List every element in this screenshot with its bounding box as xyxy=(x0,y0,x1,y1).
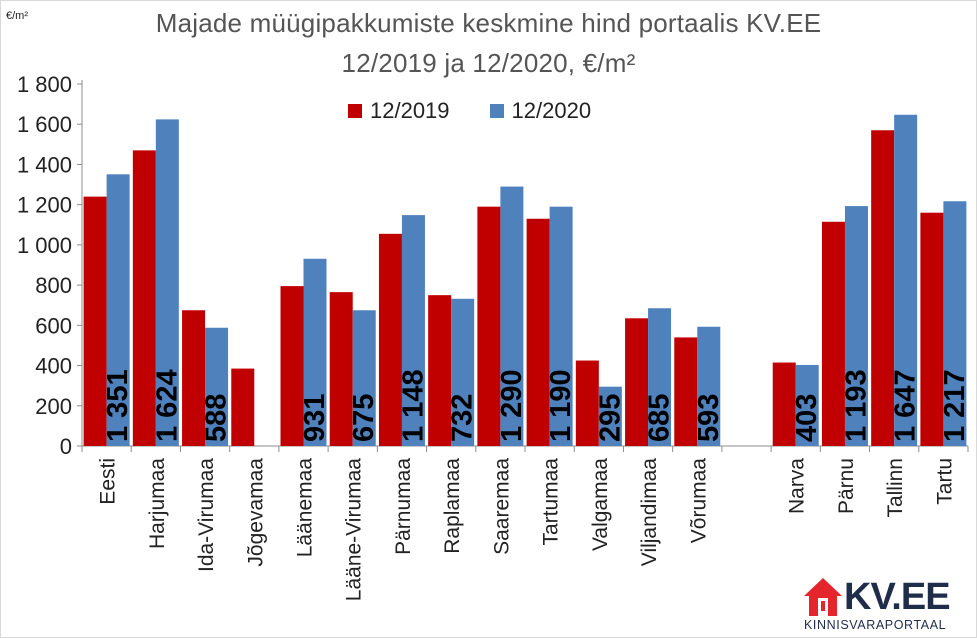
legend: 12/2019 12/2020 xyxy=(348,98,591,124)
y-tick-label: 0 xyxy=(60,434,72,459)
data-label-2020: 1 217 xyxy=(939,369,971,442)
bar-2019 xyxy=(772,362,796,446)
bar-2019 xyxy=(477,206,501,446)
data-label-2020: 1 148 xyxy=(397,369,429,442)
data-label-2020: 593 xyxy=(693,394,725,442)
bar-2019 xyxy=(625,318,649,446)
bar-2019 xyxy=(132,150,156,446)
bar-2019 xyxy=(674,337,698,446)
x-tick-label: Tartu xyxy=(933,458,956,505)
x-tick-label: Pärnumaa xyxy=(392,458,415,555)
bar-2020 xyxy=(943,201,967,446)
data-label-2020: 1 647 xyxy=(890,369,922,442)
x-tick-label: Viljandimaa xyxy=(638,458,661,566)
chart-title-line2: 12/2019 ja 12/2020, €/m² xyxy=(341,48,636,78)
bar-2019 xyxy=(182,310,206,446)
y-tick-label: 1 400 xyxy=(17,152,72,177)
x-tick-label: Narva xyxy=(786,458,809,514)
data-label-2020: 403 xyxy=(791,394,823,442)
bar-2020 xyxy=(401,215,425,446)
data-label-2020: 1 351 xyxy=(102,369,134,442)
kv-logo: KV.EE KINNISVARAPORTAAL xyxy=(802,574,972,634)
bar-2019 xyxy=(83,196,107,446)
bar-2020 xyxy=(795,364,819,446)
x-tick-label: Valgamaa xyxy=(589,458,612,551)
data-label-2020: 732 xyxy=(447,394,479,442)
legend-item-2019: 12/2019 xyxy=(348,98,450,124)
bar-2019 xyxy=(329,292,353,446)
bar-2020 xyxy=(155,119,179,446)
bar-2020 xyxy=(894,114,918,447)
data-label-2020: 588 xyxy=(201,394,233,442)
y-tick-label: 1 800 xyxy=(17,72,72,97)
legend-swatch-2020 xyxy=(489,104,504,118)
y-tick-label: 600 xyxy=(35,313,72,338)
bar-2020 xyxy=(303,258,327,446)
y-tick-label: 1 200 xyxy=(17,193,72,218)
bar-2020 xyxy=(844,206,868,446)
chart-title-line1: Majade müügipakkumiste keskmine hind por… xyxy=(155,8,822,38)
x-tick-label: Läänemaa xyxy=(294,458,317,558)
logo-text: KV.EE xyxy=(844,576,951,618)
bar-2019 xyxy=(378,233,402,446)
bar-2019 xyxy=(920,212,944,446)
bar-2019 xyxy=(871,130,895,446)
x-tick-label: Jõgevamaa xyxy=(244,458,267,567)
legend-item-2020: 12/2020 xyxy=(489,98,592,124)
bar-2020 xyxy=(205,327,229,446)
bar-2020 xyxy=(697,326,721,446)
x-tick-label: Pärnu xyxy=(835,458,858,514)
y-tick-label: 400 xyxy=(35,354,72,379)
legend-label-2020: 12/2020 xyxy=(511,98,592,123)
data-label-2020: 295 xyxy=(594,394,626,442)
legend-label-2019: 12/2019 xyxy=(370,98,450,123)
x-tick-label: Ida-Virumaa xyxy=(195,458,218,572)
bar-2020 xyxy=(451,298,475,446)
data-label-2020: 685 xyxy=(644,394,676,442)
data-label-2020: 931 xyxy=(299,394,331,442)
y-tick-label: 1 600 xyxy=(17,112,72,137)
bar-2019 xyxy=(821,221,845,446)
x-tick-label: Eesti xyxy=(97,458,120,505)
bar-2020 xyxy=(598,386,622,446)
data-label-2020: 1 190 xyxy=(545,369,577,442)
bar-2019 xyxy=(526,218,550,446)
x-tick-label: Lääne-Virumaa xyxy=(343,458,366,602)
bar-2019 xyxy=(231,368,255,446)
legend-swatch-2019 xyxy=(348,104,362,118)
bar-2020 xyxy=(106,174,130,446)
x-tick-label: Saaremaa xyxy=(490,458,513,555)
bar-2020 xyxy=(352,310,376,446)
data-label-2020: 1 624 xyxy=(151,369,183,442)
x-tick-label: Tartumaa xyxy=(540,458,563,546)
x-tick-label: Võrumaa xyxy=(687,458,710,544)
y-tick-label: 800 xyxy=(35,273,72,298)
data-label-2020: 1 290 xyxy=(496,369,528,442)
x-tick-label: Tallinn xyxy=(884,458,907,518)
bar-2019 xyxy=(280,286,304,446)
logo-subtitle: KINNISVARAPORTAAL xyxy=(804,618,947,632)
y-tick-label: 1 000 xyxy=(17,233,72,258)
x-tick-label: Harjumaa xyxy=(146,458,169,549)
data-label-2020: 675 xyxy=(348,394,380,442)
x-tick-label: Raplamaa xyxy=(441,458,464,554)
y-tick-label: 200 xyxy=(35,394,72,419)
house-icon xyxy=(804,578,842,616)
bar-2020 xyxy=(500,186,524,447)
bar-2019 xyxy=(575,360,599,446)
data-label-2020: 1 193 xyxy=(840,369,872,442)
bar-2020 xyxy=(648,308,672,446)
y-unit-label: €/m² xyxy=(6,10,28,22)
bar-2019 xyxy=(428,295,452,446)
bar-2020 xyxy=(549,206,573,446)
